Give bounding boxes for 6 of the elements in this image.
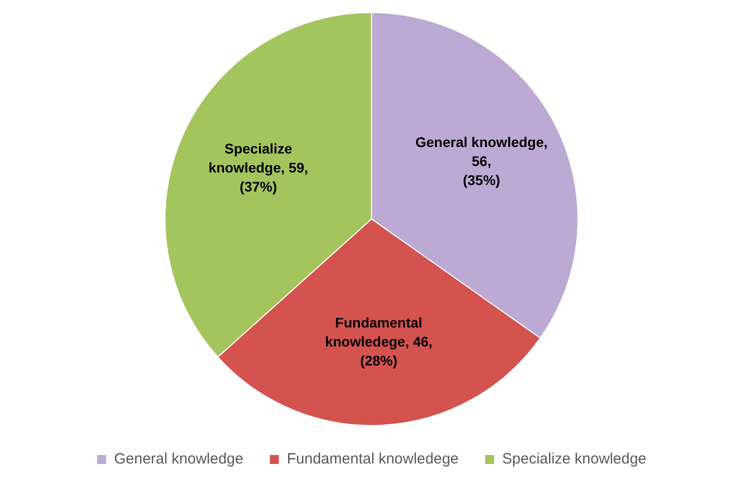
legend-label: Specialize knowledge <box>502 450 646 468</box>
data-label: Specialize knowledge, 59, (37%) <box>208 140 308 194</box>
data-label: General knowledge, 56, (35%) <box>415 134 548 188</box>
legend-label: General knowledge <box>114 450 244 468</box>
legend-label: Fundamental knowledege <box>286 450 459 468</box>
data-label: Fundamental knowledege, 46, (28%) <box>325 314 432 369</box>
